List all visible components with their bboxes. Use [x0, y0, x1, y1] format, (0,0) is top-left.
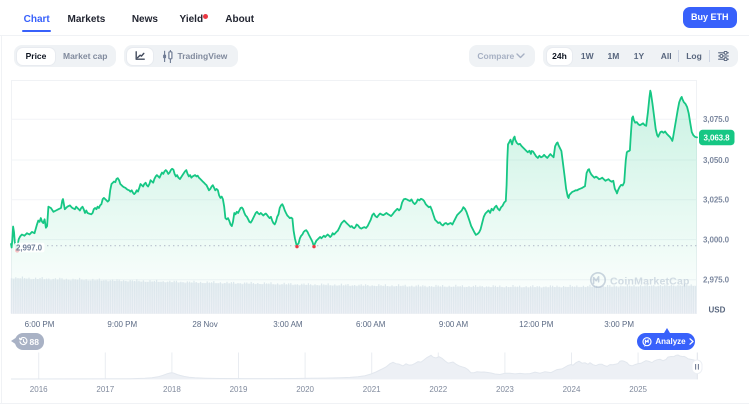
svg-text:2,997.0: 2,997.0 — [16, 243, 43, 252]
svg-text:12:00 PM: 12:00 PM — [519, 320, 554, 329]
svg-text:28 Nov: 28 Nov — [192, 320, 217, 329]
svg-text:3,075.0: 3,075.0 — [703, 115, 730, 124]
svg-text:2016: 2016 — [30, 385, 48, 394]
svg-text:3,050.0: 3,050.0 — [703, 156, 730, 165]
svg-text:9:00 PM: 9:00 PM — [107, 320, 137, 329]
svg-text:6:00 PM: 6:00 PM — [25, 320, 55, 329]
svg-text:2024: 2024 — [563, 385, 581, 394]
svg-text:2,975.0: 2,975.0 — [703, 276, 730, 285]
svg-text:2021: 2021 — [363, 385, 381, 394]
svg-text:2019: 2019 — [230, 385, 248, 394]
svg-text:USD: USD — [709, 306, 726, 315]
svg-text:2025: 2025 — [629, 385, 647, 394]
svg-text:2018: 2018 — [163, 385, 181, 394]
svg-text:3:00 PM: 3:00 PM — [604, 320, 634, 329]
svg-text:6:00 AM: 6:00 AM — [356, 320, 386, 329]
svg-text:3,000.0: 3,000.0 — [703, 235, 730, 244]
svg-text:2017: 2017 — [96, 385, 114, 394]
svg-text:9:00 AM: 9:00 AM — [439, 320, 469, 329]
svg-text:3:00 AM: 3:00 AM — [273, 320, 303, 329]
svg-text:2023: 2023 — [496, 385, 514, 394]
svg-text:3,025.0: 3,025.0 — [703, 196, 730, 205]
svg-text:2022: 2022 — [429, 385, 447, 394]
svg-text:2020: 2020 — [296, 385, 314, 394]
svg-text:3,063.8: 3,063.8 — [704, 134, 731, 143]
